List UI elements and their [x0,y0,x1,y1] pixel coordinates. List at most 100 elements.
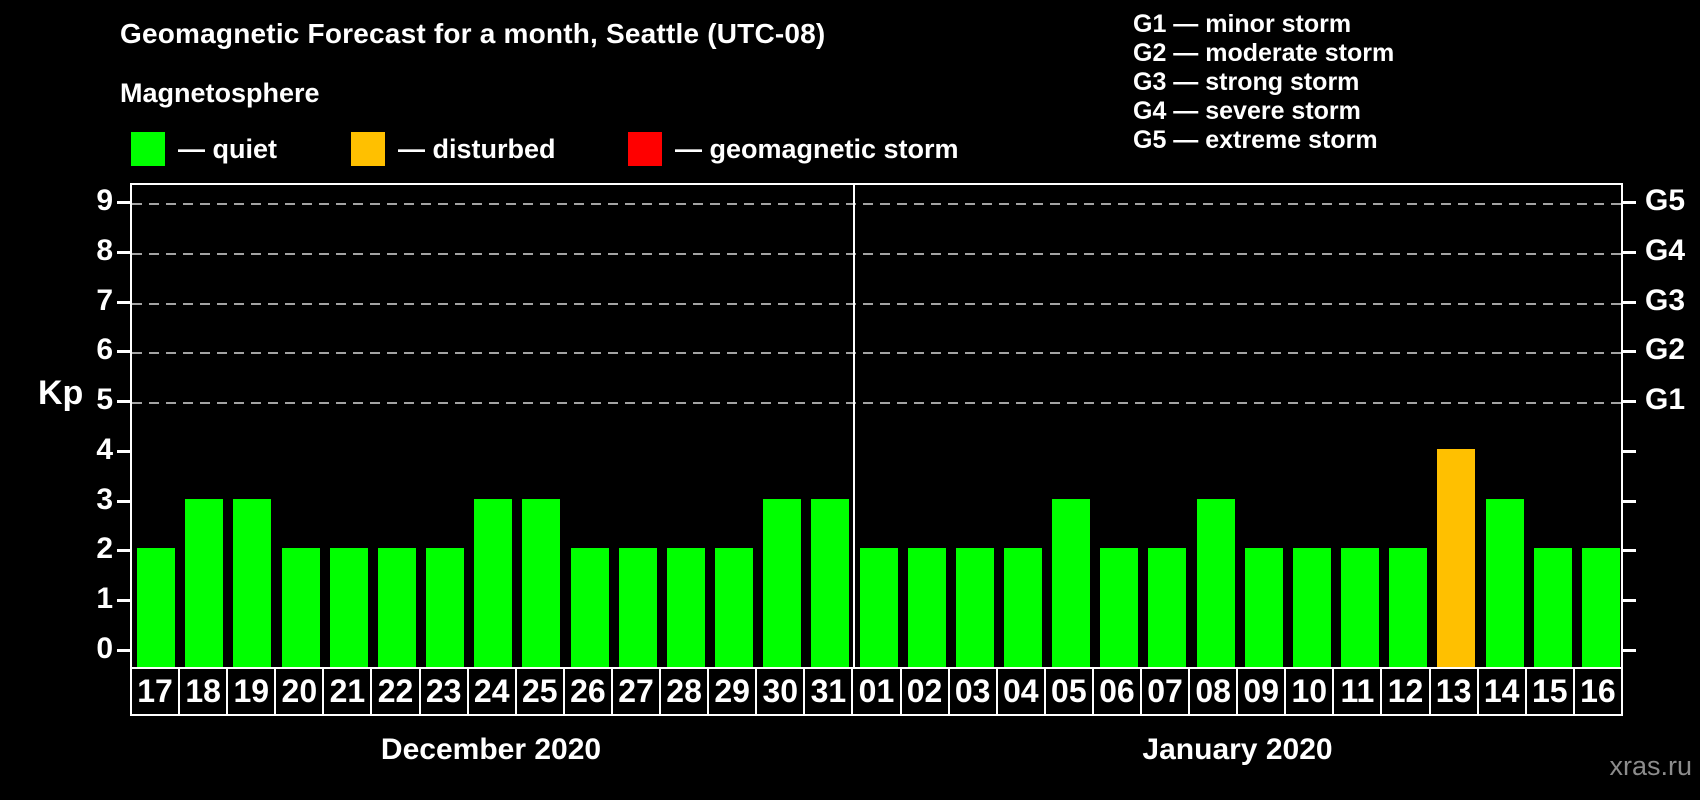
legend-item-quiet: — quiet [131,131,277,167]
day-label-01: 01 [853,669,900,714]
day-label-12: 12 [1382,669,1429,714]
kp-bar-day-04 [1003,548,1042,667]
g-legend-line-g1: G1 — minor storm [1133,10,1352,38]
g-level-label-g1: G1 [1645,383,1686,417]
plot-area [130,183,1623,669]
kp-bar-day-07 [1148,548,1187,667]
y-axis-title: Kp [38,374,84,412]
kp-bar-day-16 [1581,548,1620,667]
gridline-kp8 [132,252,1621,255]
g-legend-line-g5: G5 — extreme storm [1133,126,1378,154]
y-tick-label-4: 4 [96,432,113,466]
legend-label-quiet: — quiet [178,133,277,164]
kp-bar-day-14 [1485,498,1524,667]
legend-heading: Magnetosphere [120,78,320,108]
g-level-label-g5: G5 [1645,184,1686,217]
day-label-30: 30 [757,669,804,714]
month-label-january: January 2020 [1142,733,1333,766]
day-label-15: 15 [1526,669,1573,714]
kp-bar-day-19 [233,498,272,667]
gridline-kp9 [132,203,1621,205]
day-label-20: 20 [276,669,323,714]
y-tick-label-0: 0 [96,632,113,665]
kp-bar-day-17 [137,548,176,667]
kp-bar-day-30 [763,498,802,667]
kp-bar-day-21 [329,548,368,667]
kp-bar-day-05 [1052,498,1091,667]
kp-bar-day-26 [570,548,609,667]
quiet-color-swatch [131,132,165,166]
day-label-14: 14 [1478,669,1525,714]
gridline-kp6 [132,352,1621,355]
day-label-25: 25 [516,669,563,714]
kp-bar-day-12 [1389,548,1428,667]
day-label-03: 03 [949,669,996,714]
kp-bar-day-02 [907,548,946,667]
y-tick-left-7 [117,300,130,304]
day-label-08: 08 [1190,669,1237,714]
y-tick-right-8 [1623,250,1636,254]
y-tick-left-5 [117,400,130,404]
month-label-december: December 2020 [380,733,602,766]
kp-bar-day-31 [811,498,850,667]
legend-label-storm: — geomagnetic storm [675,133,959,164]
g-legend-line-g4: G4 — severe storm [1133,97,1361,125]
y-tick-right-3 [1623,499,1636,503]
day-label-29: 29 [709,669,756,714]
y-tick-right-7 [1623,300,1636,304]
day-label-13: 13 [1430,669,1477,714]
y-tick-label-8: 8 [96,233,113,267]
y-tick-right-0 [1623,649,1636,652]
watermark: xras.ru [1609,751,1692,781]
y-tick-label-5: 5 [96,383,113,417]
y-tick-right-4 [1623,449,1636,453]
kp-bar-day-22 [377,548,416,667]
y-tick-label-6: 6 [96,333,113,367]
y-tick-left-6 [117,350,130,354]
day-label-04: 04 [997,669,1044,714]
day-label-02: 02 [901,669,948,714]
g-level-label-g2: G2 [1645,333,1686,367]
disturbed-color-swatch [351,132,385,166]
day-label-21: 21 [324,669,371,714]
kp-bar-day-29 [715,548,754,667]
kp-bar-day-15 [1533,548,1572,667]
gridline-kp5 [132,402,1621,405]
page-title: Geomagnetic Forecast for a month, Seattl… [120,18,826,49]
month-separator [853,185,856,667]
y-tick-left-8 [117,250,130,254]
storm-color-swatch [628,132,662,166]
day-label-09: 09 [1238,669,1285,714]
day-label-11: 11 [1334,669,1381,714]
y-tick-left-0 [117,649,130,652]
y-tick-label-7: 7 [96,283,113,317]
y-tick-right-5 [1623,400,1636,404]
kp-bar-day-28 [666,548,705,667]
y-tick-right-6 [1623,350,1636,354]
day-label-16: 16 [1574,669,1621,714]
day-label-23: 23 [420,669,467,714]
day-label-28: 28 [661,669,708,714]
day-label-17: 17 [132,669,179,714]
g-level-label-g3: G3 [1645,283,1686,317]
kp-bar-day-09 [1244,548,1283,667]
y-tick-right-9 [1623,201,1636,204]
day-label-24: 24 [468,669,515,714]
g-scale-legend: G1 — minor storm G2 — moderate storm G3 … [1133,10,1394,155]
day-label-26: 26 [564,669,611,714]
kp-bar-day-20 [281,548,320,667]
y-tick-label-2: 2 [96,532,113,566]
y-tick-label-9: 9 [96,184,113,217]
kp-bar-day-03 [955,548,994,667]
g-legend-line-g2: G2 — moderate storm [1133,39,1395,67]
kp-bar-day-24 [474,498,513,667]
x-axis-day-row: 17 18 19 20 21 22 23 24 25 26 27 28 29 30 31 01 02 03 04 05… [130,669,1623,716]
y-tick-right-2 [1623,549,1636,553]
y-tick-left-9 [117,201,130,204]
legend-label-disturbed: — disturbed [398,133,556,164]
kp-bar-day-10 [1292,548,1331,667]
day-label-19: 19 [228,669,275,714]
kp-bar-day-08 [1196,498,1235,667]
